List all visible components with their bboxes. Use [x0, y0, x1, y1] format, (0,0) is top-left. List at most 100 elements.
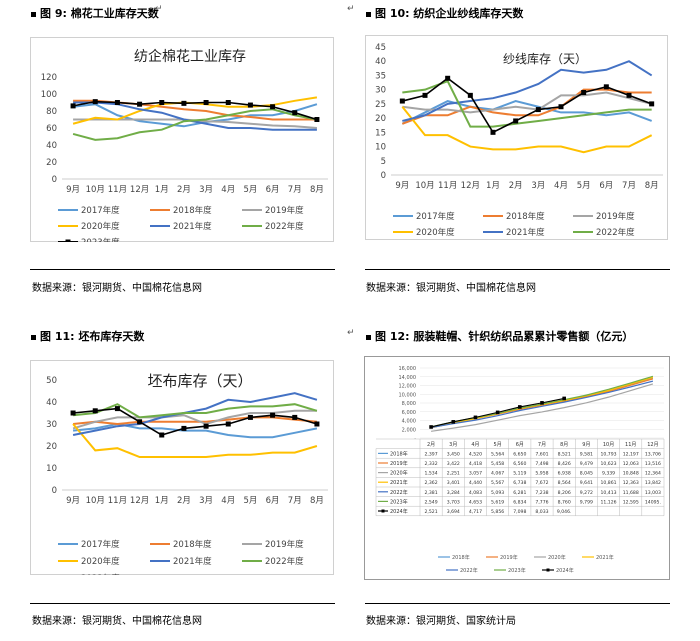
x-tick-label: 8月	[645, 181, 659, 191]
legend-label: 2018年度	[173, 539, 212, 550]
x-tick-label: 9月	[66, 496, 80, 506]
table-cell: 13,003	[645, 490, 661, 496]
table-cell: 2,381	[425, 490, 438, 496]
table-cell: 12,063	[623, 461, 639, 467]
table-cell: 6,560	[513, 461, 526, 467]
table-row-label: 2020年	[390, 470, 408, 477]
table-cell: 4,067	[491, 471, 504, 477]
y-tick-label: 20	[375, 114, 386, 124]
x-tick-label: 5月	[577, 181, 591, 191]
data-point	[225, 100, 231, 105]
table-cell: 5,567	[491, 480, 504, 486]
legend-label: 2022年度	[265, 221, 304, 232]
table-cell: 6,834	[513, 499, 526, 505]
table-cell: 6,281	[513, 490, 526, 496]
legend-label: 2018年度	[173, 205, 212, 216]
table-row-label: 2021年	[390, 479, 408, 486]
series-line	[72, 392, 318, 436]
figure-10-title: 图 10: 纺织企业纱线库存天数	[366, 5, 523, 21]
legend-label: 2024年	[556, 567, 574, 574]
table-cell: 7,776	[535, 499, 548, 505]
data-point	[159, 432, 165, 438]
y-tick-label: 40	[46, 398, 57, 408]
table-cell: 8,760	[558, 499, 571, 505]
table-cell: 13,516	[645, 461, 661, 467]
table-cell: 3,694	[447, 509, 460, 515]
figure-10-source: 数据来源：银河期货、中国棉花信息网	[366, 283, 536, 294]
table-header: 7月	[538, 442, 546, 448]
legend-label: 2022年	[460, 567, 478, 574]
chart-title: 纺企棉花工业库存	[134, 48, 246, 65]
table-cell: 7,498	[535, 461, 548, 467]
y-tick-label: 10	[46, 464, 57, 474]
table-cell: 5,958	[535, 471, 548, 477]
y-tick-label: 6,000	[402, 410, 416, 416]
figure-12-source: 数据来源：银河期货、国家统计局	[366, 616, 516, 627]
y-tick-label: 100	[41, 90, 57, 100]
legend-label: 2020年	[548, 554, 566, 561]
y-tick-label: 16,000	[399, 366, 417, 372]
data-point	[422, 92, 428, 98]
figure-11-title: 图 11: 坯布库存天数	[31, 328, 144, 344]
x-tick-label: 12月	[130, 185, 149, 195]
legend-marker	[546, 568, 550, 572]
figure-9-title: 图 9: 棉花工业库存天数	[31, 5, 159, 21]
series-line	[402, 91, 652, 114]
y-tick-label: 10	[375, 143, 386, 153]
table-header: 5月	[494, 442, 502, 448]
chart-apparel-retail-sales: -2,0004,0006,0008,00010,00012,00014,0001…	[364, 356, 670, 580]
x-tick-label: 1月	[155, 185, 169, 195]
legend-label: 2023年度	[81, 573, 120, 575]
y-tick-label: 0	[381, 171, 386, 181]
table-header: 9月	[582, 442, 590, 448]
table-cell: 12,363	[623, 480, 639, 486]
table-row-label: 2023年	[390, 498, 408, 505]
table-cell: 7,238	[535, 490, 548, 496]
y-tick-label: 20	[46, 158, 57, 168]
series-line	[72, 423, 318, 458]
y-tick-label: 10,000	[399, 392, 417, 398]
y-tick-label: 30	[46, 420, 57, 430]
table-cell: 3,401	[447, 480, 460, 486]
y-tick-label: 120	[41, 73, 57, 83]
table-cell: 14095.	[645, 499, 661, 505]
x-tick-label: 7月	[288, 185, 302, 195]
table-cell: 4,520	[469, 451, 482, 457]
y-tick-label: 40	[46, 141, 57, 151]
data-point	[92, 408, 98, 414]
legend-label: 2019年	[500, 554, 518, 561]
x-tick-label: 2月	[177, 496, 191, 506]
legend-label: 2022年度	[596, 227, 635, 238]
legend-label: 2017年度	[416, 211, 455, 222]
legend-label: 2017年度	[81, 205, 120, 216]
y-tick-label: 15	[375, 128, 386, 138]
chart-frame	[30, 37, 334, 242]
data-point	[518, 405, 522, 409]
series-line	[72, 403, 318, 419]
table-cell: 5,564	[491, 451, 504, 457]
data-point	[581, 90, 587, 96]
series-line	[72, 108, 318, 141]
table-cell: 3,422	[447, 461, 460, 467]
table-cell: 4,418	[469, 461, 482, 467]
table-row-label: 2019年	[390, 460, 408, 467]
table-header: 6月	[516, 442, 524, 448]
data-point	[114, 406, 120, 412]
chart-frame	[365, 35, 668, 240]
legend-label: 2021年度	[173, 556, 212, 567]
data-point	[558, 104, 564, 110]
data-point	[451, 420, 456, 424]
y-tick-label: 80	[46, 107, 57, 117]
data-point	[626, 92, 632, 98]
chart-cotton-industrial-inventory: 纺企棉花工业库存 0 20 40 60 80 100 120 9月 10月 11月 12月 1月 2月 3月…	[30, 37, 334, 242]
x-tick-label: 4月	[221, 496, 235, 506]
y-tick-label: 45	[375, 43, 386, 53]
y-tick-label: 20	[46, 442, 57, 452]
data-point	[490, 129, 496, 135]
legend-label: 2022年度	[265, 556, 304, 567]
y-tick-label: 5	[381, 157, 386, 167]
table-cell: 7,098	[513, 509, 526, 515]
x-tick-label: 5月	[243, 185, 257, 195]
table-cell: 8,521	[558, 451, 571, 457]
data-point	[292, 414, 298, 420]
